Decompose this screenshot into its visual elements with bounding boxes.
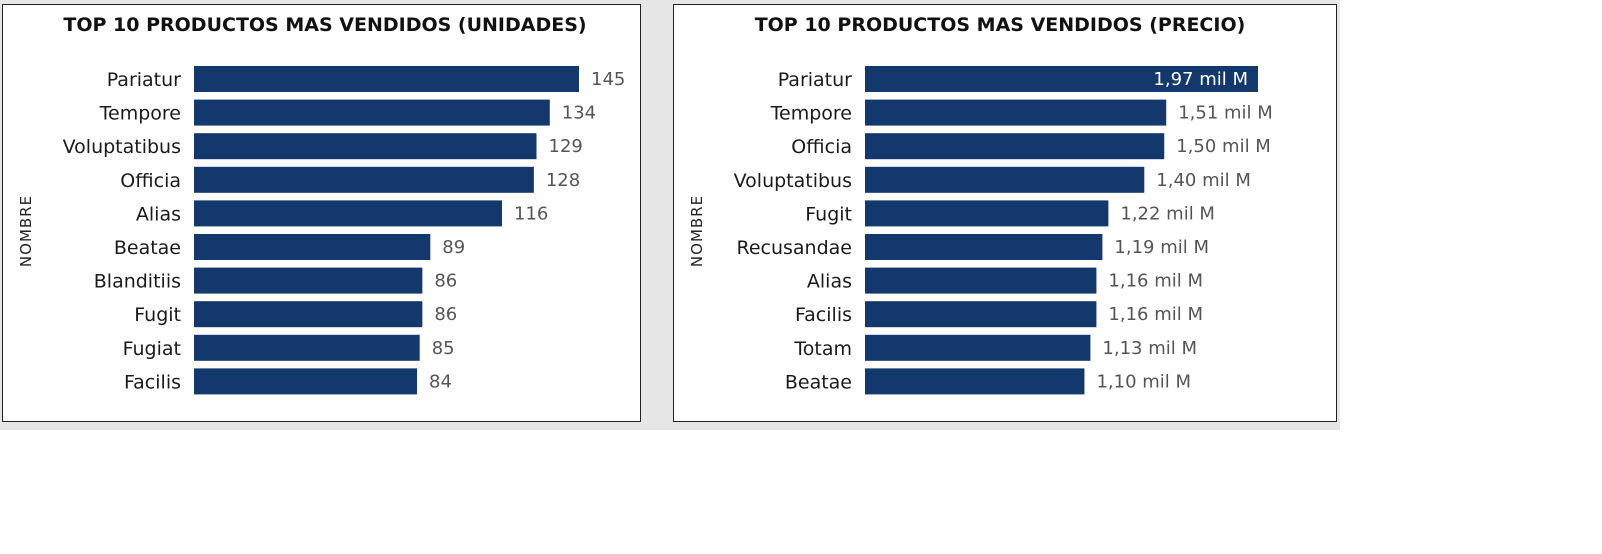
- bar[interactable]: [194, 234, 431, 260]
- chart-title: TOP 10 PRODUCTOS MAS VENDIDOS (UNIDADES): [63, 14, 586, 36]
- data-label: 1,10 mil M: [1096, 371, 1191, 392]
- data-label: 145: [591, 69, 625, 90]
- data-label: 1,16 mil M: [1108, 304, 1203, 325]
- category-label: Fugiat: [123, 338, 181, 360]
- bar[interactable]: [194, 200, 502, 227]
- category-label: Alias: [807, 271, 852, 293]
- category-label: Fugit: [805, 203, 852, 225]
- bar[interactable]: [865, 334, 1091, 361]
- data-label: 1,16 mil M: [1108, 271, 1203, 292]
- data-label: 129: [549, 136, 583, 157]
- bar[interactable]: [194, 334, 420, 361]
- data-label: 89: [442, 237, 465, 258]
- data-label: 84: [429, 371, 452, 392]
- category-label: Voluptatibus: [734, 170, 852, 192]
- category-label: Officia: [791, 136, 852, 158]
- category-label: Facilis: [124, 371, 181, 393]
- data-label: 1,51 mil M: [1178, 103, 1273, 124]
- data-label: 1,40 mil M: [1156, 170, 1251, 191]
- bars-group: Pariatur 1,97 mil M Tempore 1,51 mil M Offic…: [734, 66, 1273, 395]
- bar[interactable]: [194, 66, 579, 92]
- bar[interactable]: [865, 200, 1109, 227]
- bar[interactable]: [865, 301, 1097, 328]
- price-bar-chart: TOP 10 PRODUCTOS MAS VENDIDOS (PRECIO) N…: [688, 14, 1273, 395]
- data-label: 128: [546, 170, 580, 191]
- data-label: 134: [562, 103, 596, 124]
- bar[interactable]: [194, 99, 550, 126]
- bar[interactable]: [194, 301, 423, 328]
- y-axis-title: NOMBRE: [17, 195, 35, 267]
- bar[interactable]: [865, 234, 1103, 260]
- category-label: Tempore: [770, 103, 852, 125]
- chart-panel-units[interactable]: TOP 10 PRODUCTOS MAS VENDIDOS (UNIDADES)…: [2, 4, 641, 422]
- bar[interactable]: [865, 66, 1258, 92]
- category-label: Pariatur: [778, 69, 852, 91]
- bar[interactable]: [194, 368, 418, 395]
- category-label: Beatae: [785, 371, 852, 393]
- bar[interactable]: [194, 133, 537, 160]
- data-label: 116: [514, 203, 548, 224]
- category-label: Voluptatibus: [63, 136, 181, 158]
- chart-title: TOP 10 PRODUCTOS MAS VENDIDOS (PRECIO): [755, 14, 1246, 36]
- data-label: 1,19 mil M: [1114, 237, 1209, 258]
- category-label: Totam: [793, 338, 852, 360]
- bars-group: Pariatur 145 Tempore 134 Voluptatibus 129 Offi…: [63, 66, 625, 395]
- category-label: Officia: [120, 170, 181, 192]
- category-label: Beatae: [114, 237, 181, 259]
- bar[interactable]: [865, 267, 1097, 294]
- bar[interactable]: [865, 99, 1167, 126]
- data-label: 86: [434, 304, 457, 325]
- bar[interactable]: [194, 166, 534, 193]
- category-label: Tempore: [99, 103, 181, 125]
- data-label: 86: [434, 271, 457, 292]
- y-axis-title: NOMBRE: [688, 195, 706, 267]
- category-label: Recusandae: [736, 237, 852, 259]
- chart-panel-price[interactable]: TOP 10 PRODUCTOS MAS VENDIDOS (PRECIO) N…: [673, 4, 1337, 422]
- bar[interactable]: [865, 166, 1145, 193]
- data-label: 1,50 mil M: [1176, 136, 1271, 157]
- data-label: 1,97 mil M: [1153, 69, 1248, 90]
- data-label: 85: [432, 338, 455, 359]
- category-label: Alias: [136, 203, 181, 225]
- bar[interactable]: [865, 133, 1165, 160]
- bar[interactable]: [865, 368, 1085, 395]
- data-label: 1,22 mil M: [1120, 203, 1215, 224]
- category-label: Pariatur: [107, 69, 181, 91]
- category-label: Facilis: [795, 304, 852, 326]
- units-bar-chart: TOP 10 PRODUCTOS MAS VENDIDOS (UNIDADES)…: [17, 14, 625, 395]
- bar[interactable]: [194, 267, 423, 294]
- data-label: 1,13 mil M: [1102, 338, 1197, 359]
- category-label: Blanditiis: [94, 271, 181, 293]
- category-label: Fugit: [134, 304, 181, 326]
